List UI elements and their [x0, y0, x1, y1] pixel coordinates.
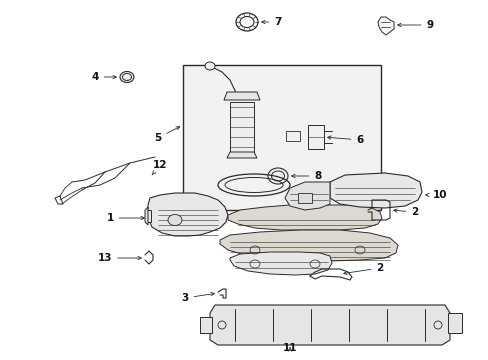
Text: 7: 7 [261, 17, 281, 27]
Text: 13: 13 [98, 253, 141, 263]
Text: 6: 6 [327, 135, 363, 145]
Bar [447, 313, 461, 333]
Bar [200, 317, 212, 333]
Polygon shape [145, 207, 148, 225]
Text: 11: 11 [282, 343, 297, 353]
Bar [145, 210, 151, 222]
Text: 3: 3 [181, 292, 214, 303]
Bar [229, 102, 253, 152]
Polygon shape [285, 182, 329, 210]
Polygon shape [220, 230, 397, 261]
Polygon shape [329, 173, 421, 208]
Bar [183, 65, 380, 210]
Text: 5: 5 [154, 127, 180, 143]
Polygon shape [209, 305, 449, 345]
Text: 8: 8 [291, 171, 321, 181]
Text: 1: 1 [106, 213, 144, 223]
Ellipse shape [120, 72, 134, 82]
Ellipse shape [204, 62, 215, 70]
Bar [307, 125, 324, 149]
Text: 12: 12 [152, 160, 167, 175]
Polygon shape [227, 205, 381, 230]
Text: 10: 10 [425, 190, 447, 200]
Polygon shape [377, 17, 393, 35]
Polygon shape [229, 252, 331, 275]
Polygon shape [226, 152, 257, 158]
Polygon shape [224, 92, 260, 100]
Bar [285, 131, 299, 141]
Text: 9: 9 [397, 20, 433, 30]
Polygon shape [148, 193, 227, 236]
Text: 4: 4 [91, 72, 116, 82]
Text: 2: 2 [343, 263, 383, 275]
Text: 2: 2 [393, 207, 418, 217]
Bar [297, 193, 311, 203]
Ellipse shape [168, 215, 182, 225]
